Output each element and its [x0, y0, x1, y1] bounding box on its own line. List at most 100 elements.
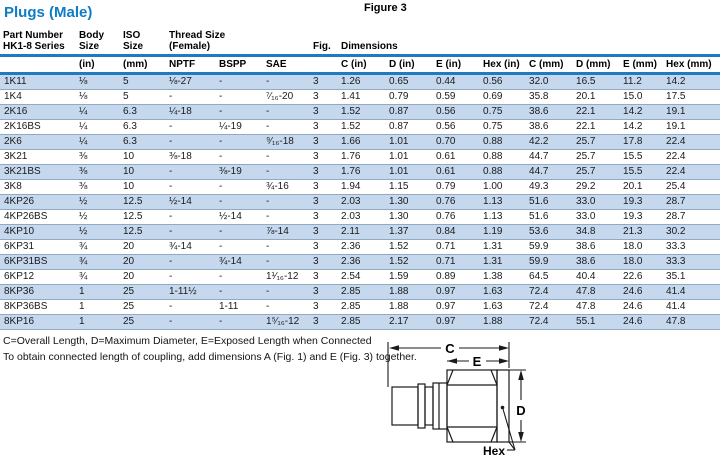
value-cell: 15.5: [620, 164, 664, 180]
value-cell: ⅛: [76, 73, 120, 90]
value-cell: 0.76: [433, 194, 481, 210]
dim-label-d: D: [516, 403, 525, 418]
value-cell: 59.9: [526, 254, 574, 270]
value-cell: -: [216, 314, 263, 330]
value-cell: 47.8: [573, 284, 621, 300]
value-cell: -: [216, 284, 263, 300]
value-cell: 6.3: [120, 119, 166, 135]
part-number-cell: 4KP26BS: [0, 209, 76, 225]
value-cell: 2.11: [338, 224, 387, 240]
value-cell: 32.0: [526, 73, 574, 90]
value-cell: 72.4: [526, 299, 574, 315]
value-cell: 12.5: [120, 224, 166, 240]
value-cell: 0.61: [433, 149, 481, 165]
part-number-cell: 1K4: [0, 89, 76, 105]
value-cell: 1.15: [386, 179, 434, 195]
value-cell: 0.87: [386, 119, 434, 135]
plugs-spec-table: Part Number HK1-8 Series Body Size ISO S…: [0, 28, 720, 330]
value-cell: 24.6: [620, 284, 664, 300]
value-cell: -: [166, 269, 216, 285]
value-cell: 1.88: [386, 299, 434, 315]
value-cell: 10: [120, 149, 166, 165]
value-cell: 11.2: [620, 73, 664, 90]
value-cell: ½: [76, 194, 120, 210]
value-cell: 0.84: [433, 224, 481, 240]
plug-tip: [391, 386, 419, 426]
value-cell: 1.19: [480, 224, 527, 240]
value-cell: 0.56: [480, 73, 527, 90]
value-cell: ⅛-27: [166, 73, 216, 90]
value-cell: 22.4: [663, 149, 720, 165]
value-cell: 0.65: [386, 73, 434, 90]
value-cell: 15.5: [620, 149, 664, 165]
value-cell: -: [263, 209, 311, 225]
value-cell: 1: [76, 314, 120, 330]
value-cell: 72.4: [526, 314, 574, 330]
value-cell: 16.5: [573, 73, 621, 90]
value-cell: 28.7: [663, 194, 720, 210]
value-cell: 3: [310, 119, 339, 135]
part-number-cell: 2K6: [0, 134, 76, 150]
value-cell: ½: [76, 224, 120, 240]
value-cell: 3: [310, 254, 339, 270]
value-cell: 20: [120, 269, 166, 285]
value-cell: 28.7: [663, 209, 720, 225]
value-cell: 6.3: [120, 104, 166, 120]
value-cell: ½-14: [216, 209, 263, 225]
value-cell: 38.6: [526, 119, 574, 135]
value-cell: 0.61: [433, 164, 481, 180]
value-cell: 22.1: [573, 119, 621, 135]
value-cell: 3: [310, 314, 339, 330]
value-cell: 0.75: [480, 104, 527, 120]
value-cell: ½: [76, 209, 120, 225]
value-cell: 1.76: [338, 164, 387, 180]
hex-leader-dot: [500, 405, 505, 410]
value-cell: ¼: [76, 104, 120, 120]
value-cell: 17.8: [620, 134, 664, 150]
plug-dimension-diagram: C E D: [386, 330, 720, 461]
value-cell: 22.1: [573, 104, 621, 120]
value-cell: ¾: [76, 254, 120, 270]
value-cell: -: [216, 194, 263, 210]
value-cell: 1-11: [216, 299, 263, 315]
value-cell: -: [166, 254, 216, 270]
value-cell: 53.6: [526, 224, 574, 240]
value-cell: 22.6: [620, 269, 664, 285]
header-fig: Fig.: [310, 28, 339, 57]
value-cell: 10: [120, 164, 166, 180]
value-cell: 0.56: [433, 104, 481, 120]
table-row: 3K21BS ⅜ 10- ⅜-19-3 1.76 1.01 0.61 0.88 44.7 25.7…: [0, 164, 720, 180]
value-cell: 20: [120, 239, 166, 255]
value-cell: 1.52: [386, 254, 434, 270]
sub-header-cell: D (mm): [573, 55, 621, 75]
value-cell: 1: [76, 284, 120, 300]
part-number-cell: 8KP36: [0, 284, 76, 300]
table-row: 6KP31BS ¾ 20- ¾-14-3 2.36 1.52 0.71 1.31 59.9 38.…: [0, 254, 720, 270]
value-cell: 59.9: [526, 239, 574, 255]
value-cell: -: [216, 224, 263, 240]
value-cell: ⁷⁄₁₆-20: [263, 89, 311, 105]
part-number-cell: 4KP26: [0, 194, 76, 210]
value-cell: -: [216, 179, 263, 195]
arrowhead: [389, 345, 399, 351]
value-cell: 49.3: [526, 179, 574, 195]
value-cell: -: [166, 134, 216, 150]
arrowhead: [518, 432, 524, 442]
value-cell: 0.88: [480, 149, 527, 165]
part-number-cell: 2K16BS: [0, 119, 76, 135]
group-header-row: Part Number HK1-8 Series Body Size ISO S…: [0, 28, 720, 57]
value-cell: -: [216, 269, 263, 285]
value-cell: 21.3: [620, 224, 664, 240]
value-cell: 19.3: [620, 209, 664, 225]
value-cell: ⅞-14: [263, 224, 311, 240]
value-cell: 0.97: [433, 314, 481, 330]
value-cell: 0.56: [433, 119, 481, 135]
part-number-cell: 8KP16: [0, 314, 76, 330]
value-cell: 41.4: [663, 284, 720, 300]
value-cell: -: [216, 134, 263, 150]
table-row: 6KP31 ¾ 20 ¾-14- -3 2.36 1.52 0.71 1.31 59.9 38.6 1…: [0, 239, 720, 255]
sub-header-row: (in) (mm) NPTF BSPP SAE C (in) D (in) E (in) Hex…: [0, 55, 720, 75]
dim-label-c: C: [445, 341, 455, 356]
value-cell: 3: [310, 224, 339, 240]
value-cell: 1.13: [480, 209, 527, 225]
